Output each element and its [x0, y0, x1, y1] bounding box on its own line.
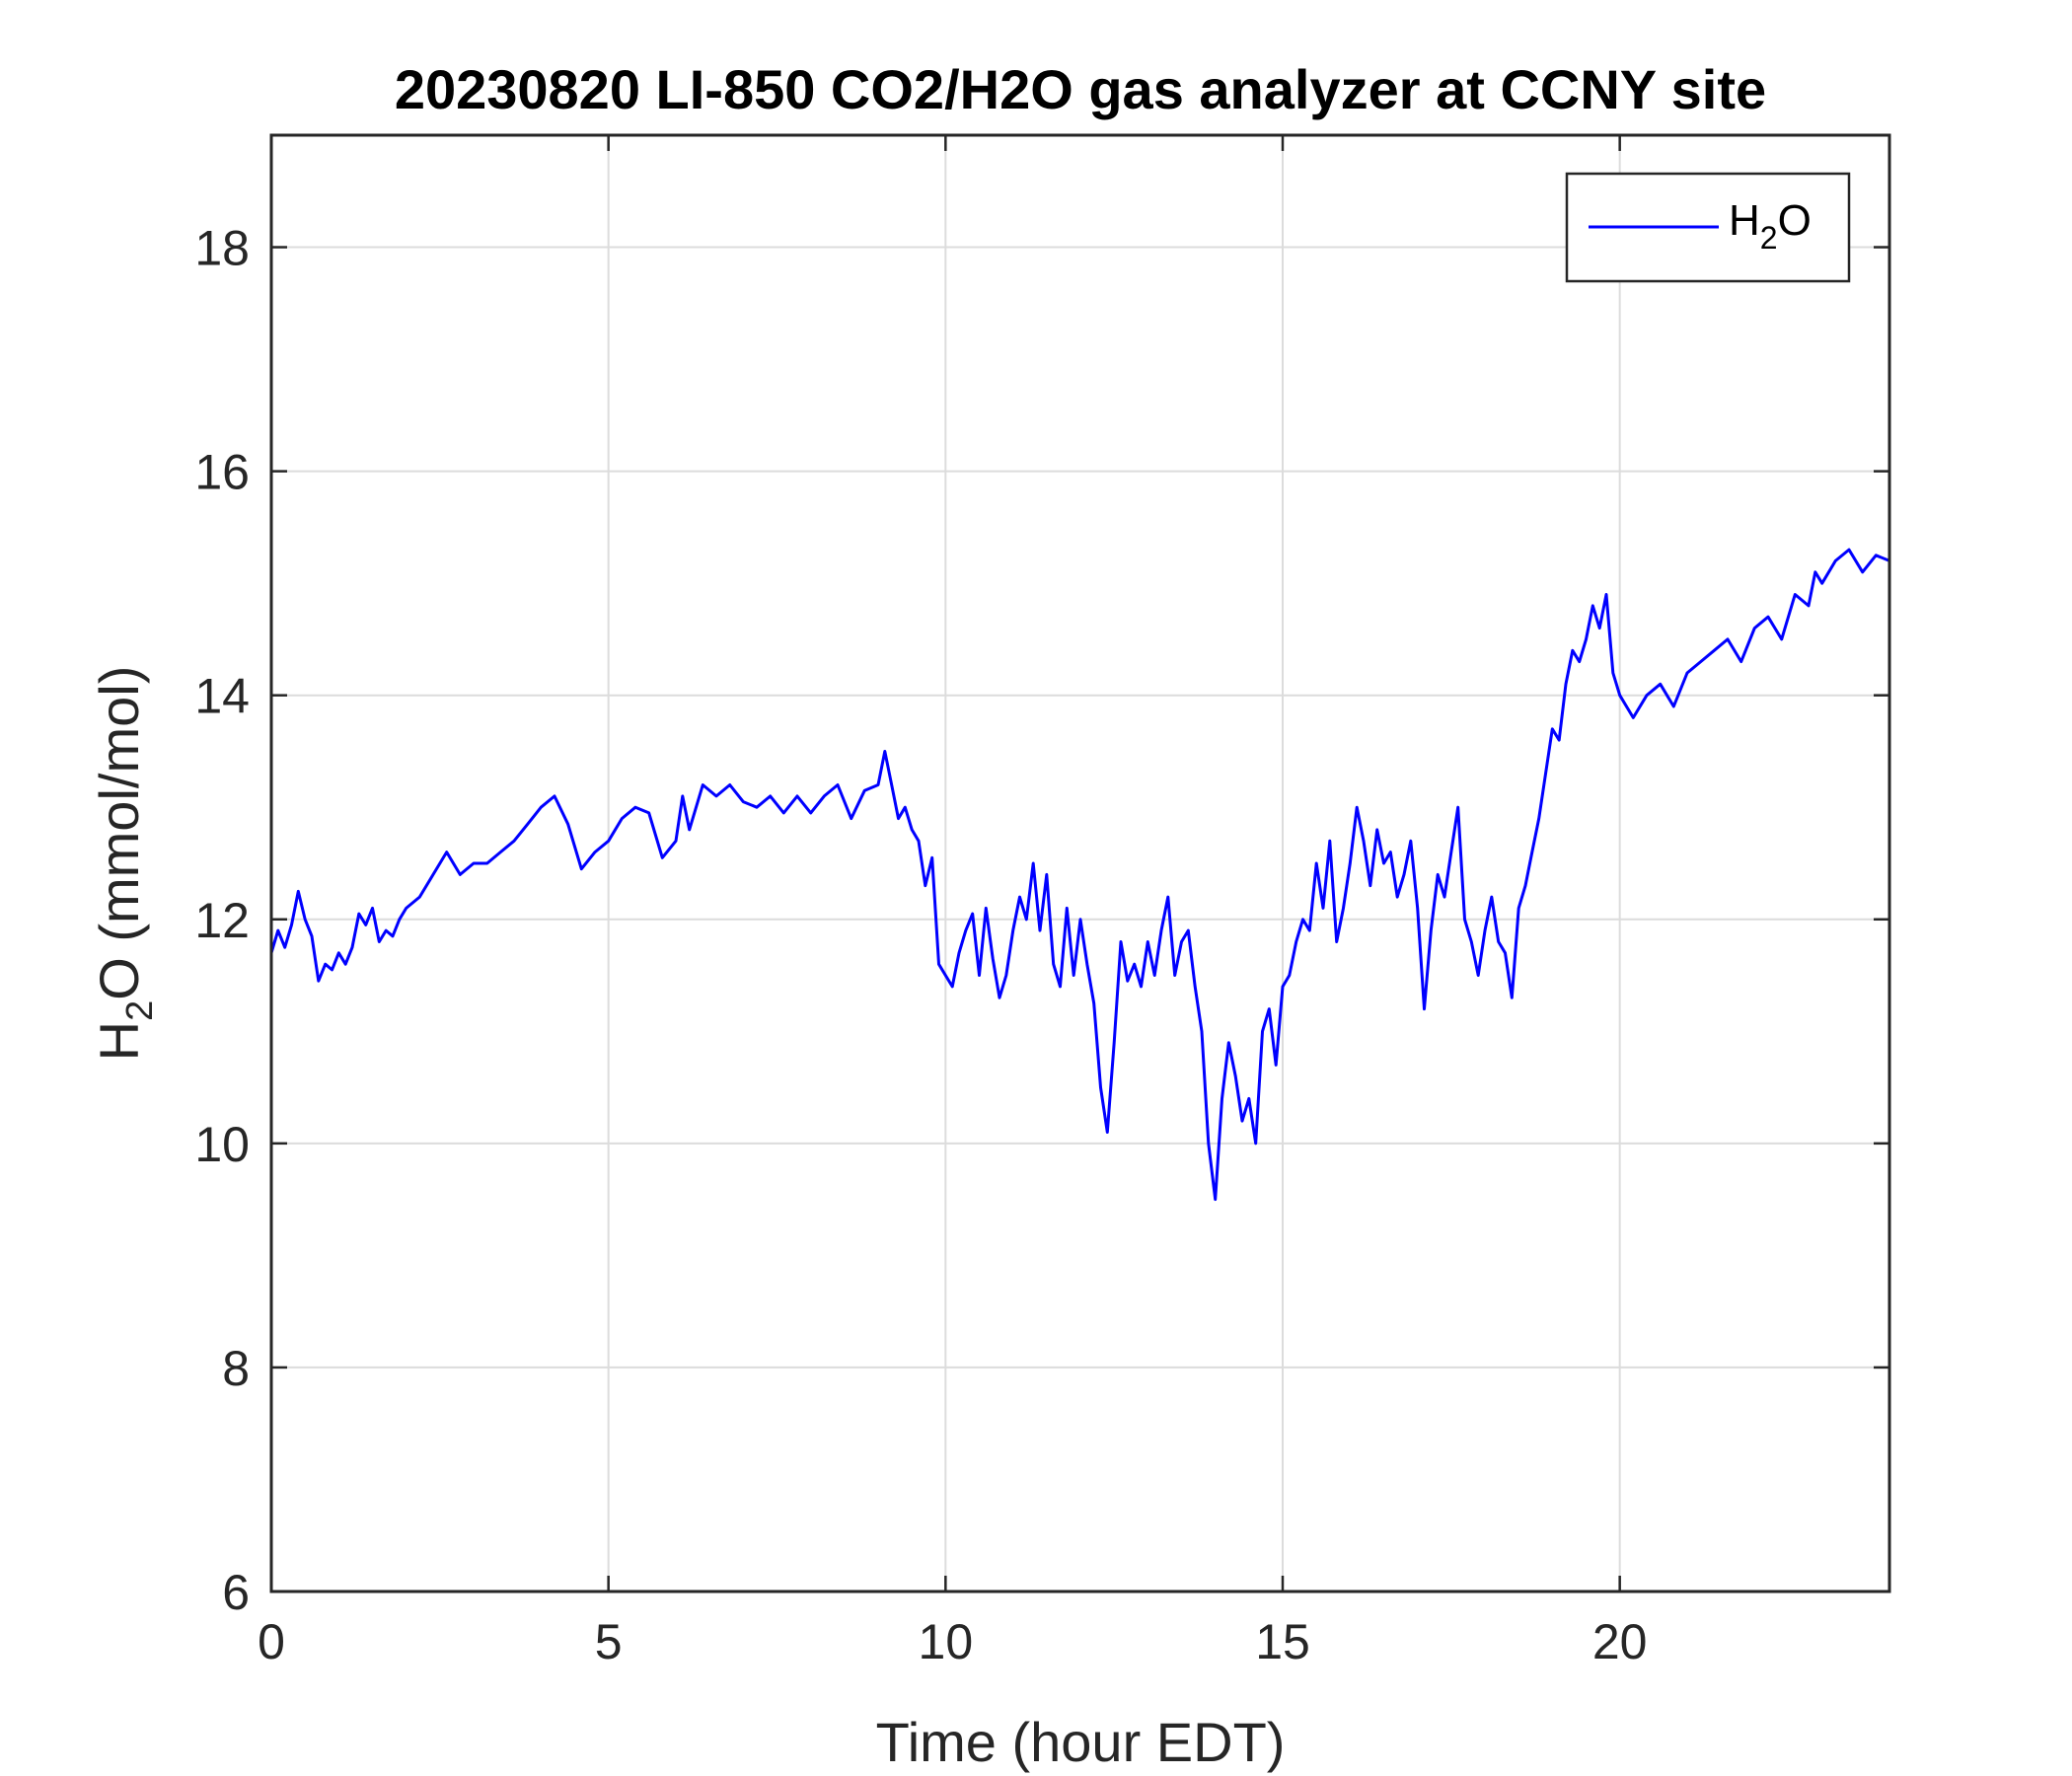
- y-tick-label: 10: [194, 1117, 250, 1172]
- x-axis-label: Time (hour EDT): [876, 1711, 1286, 1773]
- x-tick-label: 0: [258, 1614, 285, 1669]
- x-tick-label: 5: [595, 1614, 623, 1669]
- chart-title: 20230820 LI-850 CO2/H2O gas analyzer at …: [395, 58, 1766, 120]
- legend-label-base: H: [1729, 196, 1760, 245]
- y-tick-labels: 6 8 10 12 14 16 18: [194, 221, 250, 1620]
- x-tick-label: 15: [1255, 1614, 1310, 1669]
- y-tick-label: 12: [194, 893, 250, 948]
- x-tick-label: 20: [1592, 1614, 1648, 1669]
- y-tick-label: 8: [222, 1341, 250, 1396]
- legend-label-rest: O: [1778, 196, 1812, 245]
- axes-box: [269, 133, 1891, 1593]
- series-line-h2o: [269, 548, 1890, 1202]
- tick-marks: [269, 135, 1889, 1593]
- y-tick-label: 6: [222, 1565, 250, 1620]
- legend-label-subscript: 2: [1760, 220, 1778, 256]
- y-axis-label-subscript: 2: [119, 1000, 161, 1021]
- plot-area: [271, 135, 1889, 1591]
- y-axis-label: H2O (mmol/mol): [88, 666, 161, 1062]
- y-axis-label-base: H: [88, 1021, 150, 1061]
- y-tick-label: 18: [194, 221, 250, 276]
- legend: H2O: [1565, 172, 1851, 283]
- x-tick-labels: 0 5 10 15 20: [258, 1614, 1647, 1669]
- y-tick-label: 16: [194, 445, 250, 500]
- x-tick-label: 10: [919, 1614, 974, 1669]
- data-layer: [269, 548, 1890, 1202]
- legend-label: H2O: [1729, 196, 1812, 256]
- y-axis-label-rest: O (mmol/mol): [88, 666, 150, 1000]
- y-tick-label: 14: [194, 669, 250, 724]
